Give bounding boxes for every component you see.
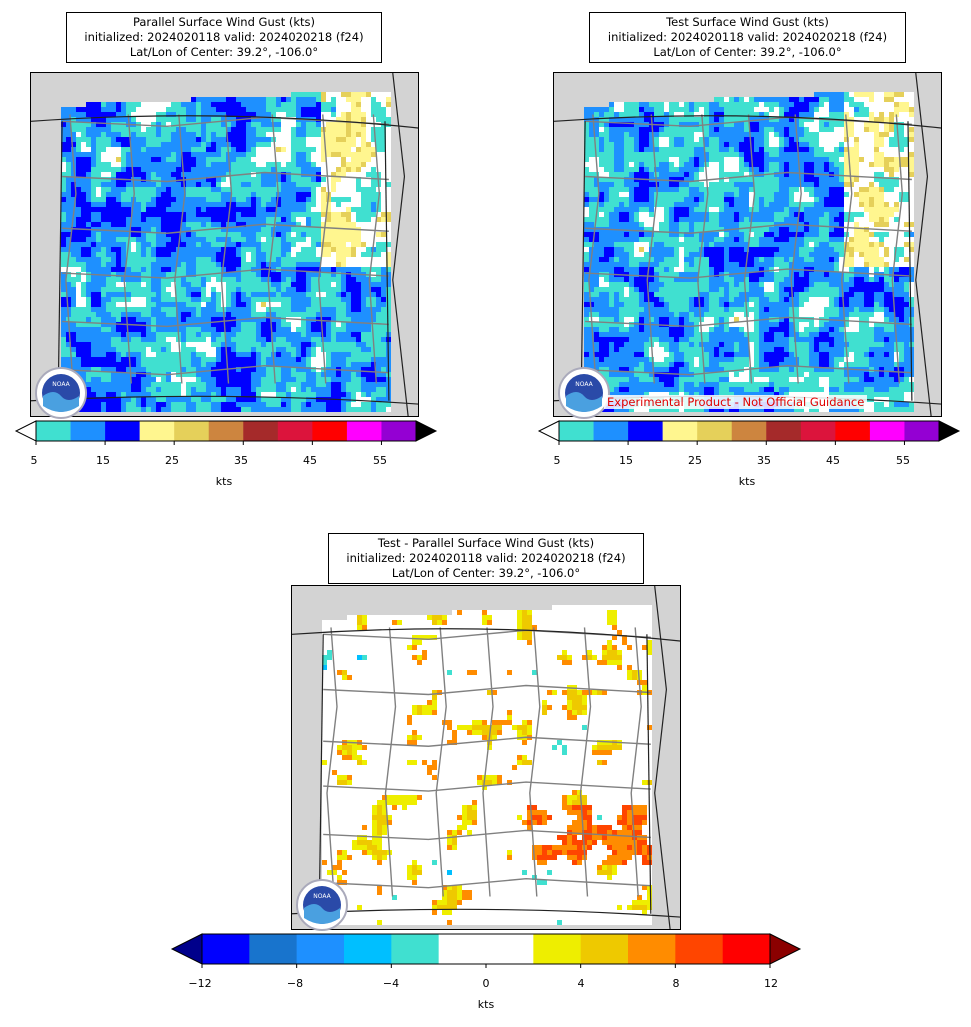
colorbar-swatch [533,934,581,964]
colorbar-swatch [277,421,313,441]
colorbar-swatch [312,421,348,441]
colorbar-swatch [296,934,345,964]
test-colorbar-tick: 35 [757,454,771,467]
county-boundaries [585,114,912,384]
field-raster [322,605,652,925]
difference-colorbar-tick: −12 [188,977,212,990]
test-colorbar-svg [537,420,961,445]
difference-colorbar-tick: −4 [382,977,400,990]
parallel-title-line-1: Parallel Surface Wind Gust (kts) [132,15,316,29]
test-map-canvas [554,73,941,416]
colorbar-swatch [344,934,392,964]
test-colorbar-tick: 5 [553,454,561,467]
colorbar-swatch [675,934,723,964]
colorbar-swatch [243,421,279,441]
colorbar-swatch [580,934,629,964]
test-title-line-3: Lat/Lon of Center: 39.2°, -106.0° [653,45,842,59]
colorbar-swatch [766,421,802,441]
colorbar-swatch [381,421,417,441]
parallel-colorbar-tick: 35 [234,454,248,467]
test-title-line-2: initialized: 2024020118 valid: 202402021… [607,30,888,44]
colorbar-swatch [869,421,905,441]
difference-title-line-1: Test - Parallel Surface Wind Gust (kts) [377,536,595,550]
field-raster [584,92,914,412]
parallel-colorbar-svg [14,420,438,445]
parallel-noaa-logo: NOAA [34,366,88,424]
parallel-map [30,72,419,417]
colorbar-outline [35,420,417,442]
colorbar-swatch [697,421,733,441]
colorbar-outline [558,420,940,442]
test-colorbar-unit: kts [738,475,756,488]
colorbar-swatch [662,421,698,441]
parallel-colorbar-tick: 25 [165,454,179,467]
difference-title-line-2: initialized: 2024020118 valid: 202402021… [346,551,626,565]
colorbar-swatch [438,934,487,964]
difference-colorbar-tick: 12 [764,977,778,990]
parallel-title-box: Parallel Surface Wind Gust (kts) initial… [66,12,382,63]
colorbar-swatch [628,421,663,441]
colorbar-swatch [722,934,771,964]
test-colorbar-tick: 15 [619,454,633,467]
test-colorbar-tick: 45 [826,454,840,467]
difference-noaa-logo: NOAA [295,878,349,936]
test-map [553,72,942,417]
svg-text:NOAA: NOAA [52,381,70,388]
test-colorbar-tick: 25 [688,454,702,467]
test-title-line-1: Test Surface Wind Gust (kts) [666,15,829,29]
colorbar-swatch [105,421,140,441]
difference-colorbar-svg [170,933,802,968]
parallel-title-line-2: initialized: 2024020118 valid: 202402021… [84,30,364,44]
difference-colorbar [170,933,802,968]
colorbar-swatch [208,421,244,441]
colorbar-swatch [346,421,382,441]
colorbar-extend-high [415,420,438,442]
colorbar-extend-high [769,933,802,965]
colorbar-extend-low [537,420,560,442]
colorbar-swatch [559,421,594,441]
colorbar-swatch [593,421,629,441]
parallel-colorbar-tick: 45 [303,454,317,467]
colorbar-extend-low [170,933,203,965]
county-boundaries [62,114,389,384]
colorbar-swatch [249,934,297,964]
colorbar-swatch [70,421,106,441]
field-raster [61,92,391,412]
colorbar-swatch [486,934,534,964]
colorbar-extend-high [938,420,961,442]
test-colorbar [537,420,961,445]
difference-colorbar-tick: 0 [482,977,490,990]
colorbar-swatch [628,934,676,964]
colorbar-swatch [904,421,940,441]
colorbar-swatch [174,421,210,441]
parallel-map-canvas [31,73,418,416]
colorbar-swatch [36,421,71,441]
difference-map-canvas [292,586,680,929]
parallel-colorbar-tick: 55 [373,454,387,467]
parallel-colorbar-tick: 15 [96,454,110,467]
parallel-colorbar-tick: 5 [30,454,38,467]
test-title-box: Test Surface Wind Gust (kts) initialized… [589,12,906,63]
difference-title-box: Test - Parallel Surface Wind Gust (kts) … [328,533,644,584]
test-colorbar-tick: 55 [896,454,910,467]
difference-title-line-3: Lat/Lon of Center: 39.2°, -106.0° [391,566,581,580]
difference-colorbar-tick: 4 [577,977,585,990]
parallel-title-line-3: Lat/Lon of Center: 39.2°, -106.0° [129,45,319,59]
experimental-watermark: Experimental Product - Not Official Guid… [604,395,868,409]
difference-colorbar-unit: kts [477,998,495,1011]
difference-colorbar-tick: −8 [286,977,304,990]
difference-map [291,585,681,930]
parallel-colorbar-unit: kts [215,475,233,488]
colorbar-swatch [835,421,871,441]
difference-colorbar-tick: 8 [672,977,680,990]
colorbar-swatch [391,934,439,964]
colorbar-swatch [202,934,250,964]
colorbar-swatch [731,421,767,441]
parallel-colorbar [14,420,438,445]
colorbar-swatch [800,421,836,441]
colorbar-swatch [139,421,175,441]
colorbar-extend-low [14,420,37,442]
test-noaa-logo: NOAA [557,366,611,424]
county-boundaries [323,627,651,897]
